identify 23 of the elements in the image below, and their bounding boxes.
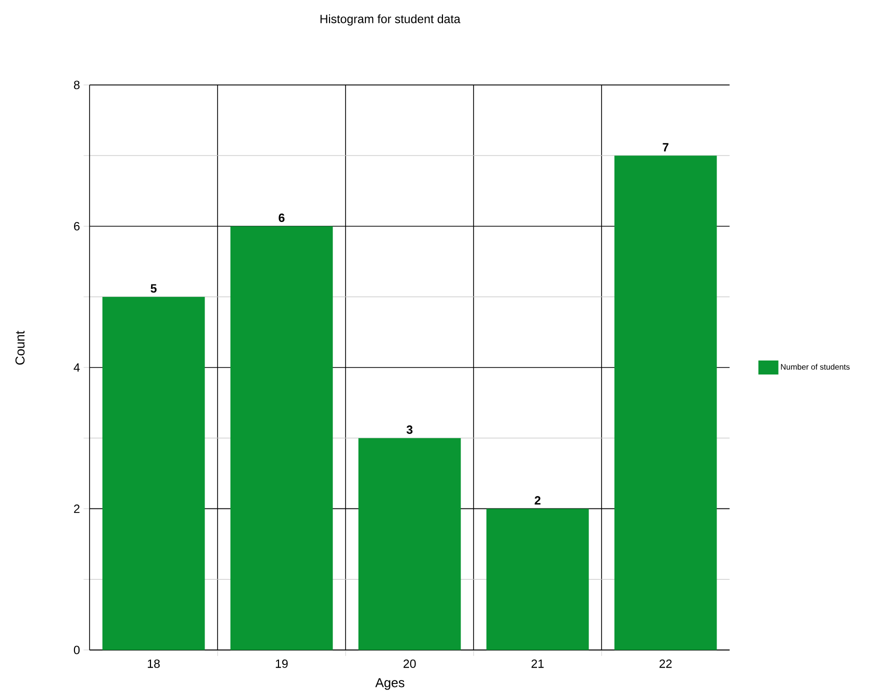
y-tick-label: 2 [74,504,80,513]
x-tick-label: 22 [660,659,672,668]
y-tick-label: 6 [74,222,80,230]
x-tick-label: 19 [276,659,288,668]
chart-title: Histogram for student data [320,14,460,26]
x-tick-label: 21 [532,659,544,668]
y-axis-title: Count [15,330,25,365]
y-tick-label: 0 [74,646,80,654]
bar [358,438,461,650]
bar [486,508,589,650]
x-axis-title: Ages [375,678,404,690]
bar [614,156,717,650]
data-label: 7 [662,143,668,152]
y-tick-label: 4 [74,363,80,372]
y-tick-label: 8 [74,80,80,90]
data-label: 5 [150,284,157,293]
x-tick-label: 18 [148,659,160,668]
x-tick-label: 20 [404,659,416,668]
data-label: 2 [534,496,540,505]
data-label: 6 [278,214,284,222]
data-label: 3 [406,425,412,434]
bar [102,296,205,650]
bar [230,226,333,650]
